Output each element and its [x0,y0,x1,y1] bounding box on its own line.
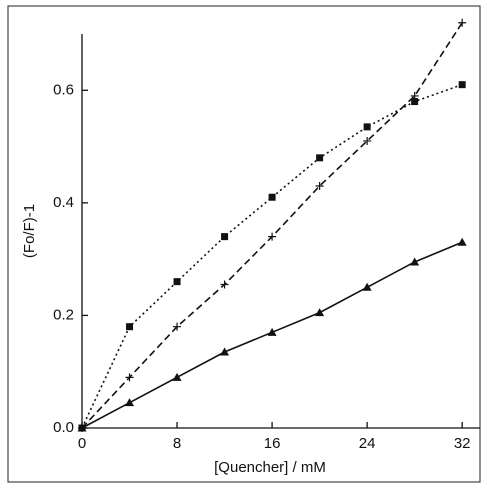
marker [267,327,277,336]
x-tick-label: 32 [454,435,471,452]
y-tick-label: 0.0 [53,419,74,436]
series-line [81,22,463,429]
marker [77,423,87,432]
marker [315,181,324,190]
frame [7,5,481,483]
marker [458,81,466,89]
marker [125,398,135,407]
x-tick-label: 16 [264,435,281,452]
x-tick-label: 24 [359,435,376,452]
y-tick-label: 0.2 [53,306,74,323]
marker [173,278,181,286]
x-axis-label: [Quencher] / mM [214,459,326,476]
marker [268,193,276,201]
marker [411,98,419,106]
marker [220,347,230,356]
marker [363,123,371,131]
x-tick-label: 8 [173,435,181,452]
marker [220,280,229,289]
marker [316,154,324,162]
marker [172,372,182,381]
y-axis-label: (Fo/F)-1 [21,204,38,258]
series-line [81,83,463,429]
x-tick-label: 0 [78,435,86,452]
marker [221,233,229,241]
marker [268,232,277,241]
y-tick-label: 0.6 [53,81,74,98]
marker [125,373,134,382]
marker [457,237,467,246]
marker [173,322,182,331]
y-tick-label: 0.4 [53,194,74,211]
marker [363,136,372,145]
marker [315,308,325,317]
marker [458,18,467,27]
marker [126,323,134,331]
marker [362,282,372,291]
marker [410,257,420,266]
marker [410,91,419,100]
